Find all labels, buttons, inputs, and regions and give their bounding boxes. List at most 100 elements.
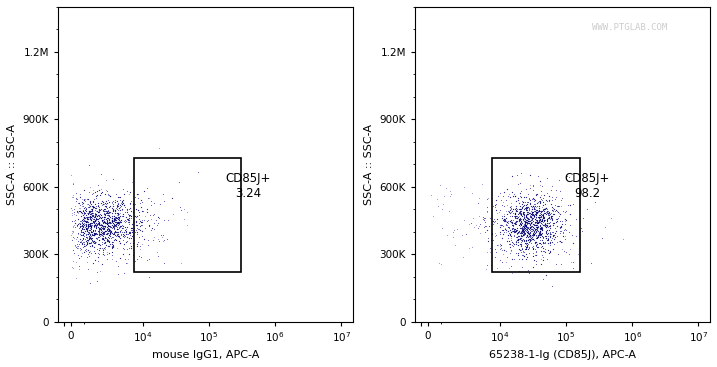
Point bbox=[68, 211, 80, 217]
Point bbox=[66, 205, 77, 211]
Point bbox=[538, 208, 549, 214]
Point bbox=[523, 220, 534, 226]
Point bbox=[82, 222, 94, 228]
Point bbox=[104, 239, 115, 245]
Point bbox=[516, 246, 528, 251]
Point bbox=[99, 219, 110, 225]
Point bbox=[542, 230, 554, 236]
Point bbox=[136, 222, 147, 228]
Point bbox=[128, 240, 139, 246]
Point bbox=[523, 225, 534, 231]
Point bbox=[117, 229, 128, 235]
Point bbox=[101, 221, 113, 226]
Point bbox=[536, 233, 547, 239]
Point bbox=[110, 222, 122, 228]
Point bbox=[520, 230, 531, 236]
Point bbox=[84, 202, 95, 208]
Point bbox=[443, 208, 455, 214]
Point bbox=[123, 206, 135, 211]
Point bbox=[532, 233, 543, 239]
Point bbox=[87, 218, 99, 224]
Point bbox=[535, 198, 546, 204]
Point bbox=[527, 218, 538, 224]
Point bbox=[521, 240, 532, 246]
Point bbox=[128, 232, 139, 238]
Point bbox=[85, 214, 96, 219]
Point bbox=[192, 169, 204, 175]
Point bbox=[85, 200, 96, 206]
Point bbox=[117, 197, 128, 203]
Point bbox=[95, 232, 107, 237]
Point bbox=[531, 222, 542, 228]
Point bbox=[127, 225, 138, 230]
Point bbox=[509, 193, 521, 199]
Point bbox=[110, 228, 121, 234]
Point bbox=[87, 212, 99, 218]
Point bbox=[498, 214, 509, 219]
Point bbox=[125, 232, 136, 238]
Point bbox=[77, 250, 88, 256]
Point bbox=[133, 212, 144, 218]
Point bbox=[119, 209, 130, 215]
Point bbox=[528, 199, 540, 204]
Point bbox=[124, 240, 136, 246]
Point bbox=[513, 256, 525, 262]
Point bbox=[554, 230, 566, 236]
Point bbox=[505, 213, 516, 219]
Point bbox=[559, 209, 571, 215]
Point bbox=[520, 222, 531, 228]
Point bbox=[130, 207, 142, 212]
Point bbox=[91, 246, 103, 251]
Point bbox=[127, 252, 138, 258]
Point bbox=[542, 212, 554, 218]
Point bbox=[534, 178, 546, 184]
Point bbox=[98, 252, 110, 258]
Point bbox=[524, 210, 536, 216]
Point bbox=[78, 243, 90, 249]
Point bbox=[119, 217, 130, 223]
Point bbox=[538, 247, 550, 252]
Point bbox=[498, 203, 510, 209]
Point bbox=[72, 221, 83, 227]
Point bbox=[103, 217, 115, 223]
Point bbox=[536, 214, 547, 219]
Point bbox=[102, 210, 113, 215]
Point bbox=[110, 214, 122, 219]
Point bbox=[539, 217, 551, 223]
Point bbox=[85, 280, 96, 286]
Point bbox=[113, 271, 124, 277]
Point bbox=[125, 245, 137, 251]
Point bbox=[82, 247, 94, 252]
Point bbox=[71, 222, 82, 228]
Point bbox=[85, 224, 96, 229]
Point bbox=[99, 230, 110, 236]
Point bbox=[111, 220, 123, 226]
Point bbox=[508, 240, 519, 246]
Point bbox=[92, 208, 103, 214]
Point bbox=[71, 196, 82, 202]
X-axis label: mouse IgG1, APC-A: mouse IgG1, APC-A bbox=[152, 350, 259, 360]
Point bbox=[518, 226, 529, 232]
Point bbox=[98, 236, 109, 242]
Point bbox=[528, 229, 540, 235]
Point bbox=[546, 229, 557, 235]
Point bbox=[472, 225, 483, 230]
Point bbox=[80, 232, 91, 238]
Point bbox=[82, 254, 93, 260]
Point bbox=[78, 230, 90, 236]
Point bbox=[510, 241, 521, 247]
Point bbox=[531, 219, 543, 225]
Point bbox=[526, 232, 538, 238]
Point bbox=[103, 239, 114, 244]
Point bbox=[118, 213, 129, 219]
Point bbox=[90, 230, 101, 236]
Point bbox=[541, 190, 552, 196]
Point bbox=[541, 175, 552, 181]
Point bbox=[524, 221, 536, 226]
Point bbox=[93, 228, 105, 233]
Point bbox=[100, 228, 112, 234]
Point bbox=[103, 204, 114, 210]
Point bbox=[537, 245, 549, 251]
Point bbox=[556, 239, 568, 245]
Point bbox=[75, 209, 87, 215]
